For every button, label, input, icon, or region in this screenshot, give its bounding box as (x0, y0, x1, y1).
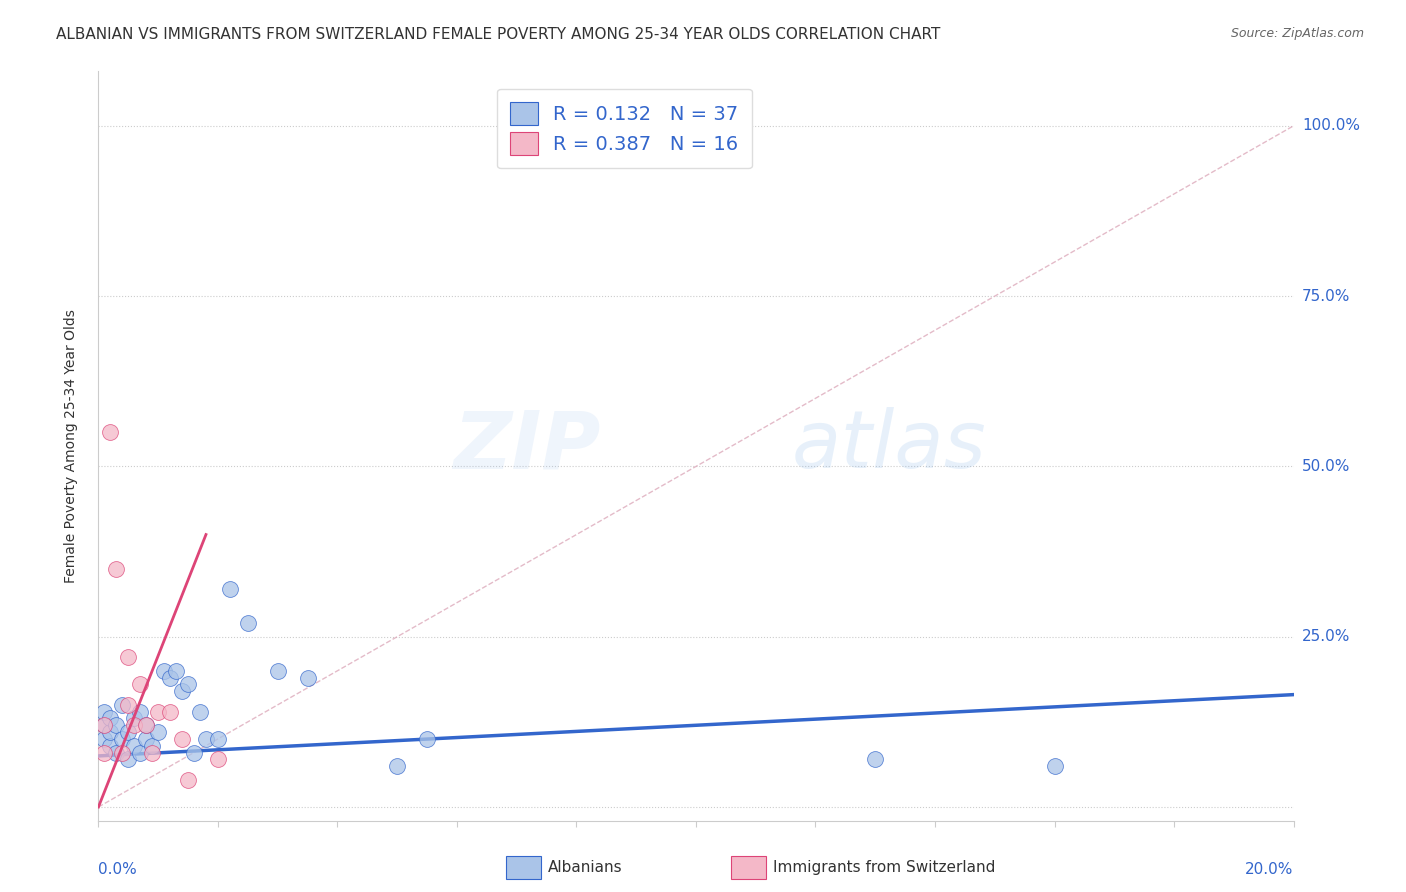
Point (177, 677, 200, 691)
Point (159, 671, 181, 685)
Text: Immigrants from Switzerland: Immigrants from Switzerland (773, 860, 995, 874)
Point (236, 616, 259, 631)
Point (93, 718, 115, 732)
Y-axis label: Female Poverty Among 25-34 Year Olds: Female Poverty Among 25-34 Year Olds (63, 309, 77, 583)
Legend: R = 0.132   N = 37, R = 0.387   N = 16: R = 0.132 N = 37, R = 0.387 N = 16 (496, 88, 752, 169)
Point (188, 705, 211, 719)
Point (207, 752, 229, 766)
Text: ALBANIAN VS IMMIGRANTS FROM SWITZERLAND FEMALE POVERTY AMONG 25-34 YEAR OLDS COR: ALBANIAN VS IMMIGRANTS FROM SWITZERLAND … (56, 27, 941, 42)
Text: Albanians: Albanians (548, 860, 623, 874)
Point (105, 746, 128, 760)
Point (124, 739, 146, 753)
Point (135, 718, 157, 732)
Point (416, 731, 439, 746)
Text: ZIP: ZIP (453, 407, 600, 485)
Point (93, 705, 115, 719)
Point (148, 725, 170, 739)
Text: 0.0%: 0.0% (98, 862, 138, 877)
Point (105, 718, 128, 732)
Point (111, 698, 134, 712)
Point (98, 425, 122, 440)
Point (105, 561, 128, 575)
Point (135, 718, 157, 732)
Point (219, 582, 242, 596)
Point (865, 752, 887, 766)
Point (124, 711, 146, 725)
Point (98, 725, 122, 739)
Point (1043, 759, 1066, 773)
Point (93, 746, 115, 760)
Point (148, 705, 170, 719)
Point (93, 718, 115, 732)
Point (117, 752, 139, 766)
Text: 50.0%: 50.0% (1302, 459, 1350, 474)
Point (177, 772, 200, 787)
Point (141, 739, 163, 753)
Point (129, 746, 152, 760)
Point (159, 705, 181, 719)
Point (117, 698, 139, 712)
Point (135, 731, 157, 746)
Point (207, 731, 229, 746)
Point (129, 705, 152, 719)
Point (183, 746, 205, 760)
Text: 20.0%: 20.0% (1246, 862, 1294, 877)
Point (297, 671, 319, 685)
Point (111, 731, 134, 746)
Point (98, 711, 122, 725)
Point (117, 725, 139, 739)
Text: 100.0%: 100.0% (1302, 119, 1360, 133)
Point (385, 759, 409, 773)
Text: atlas: atlas (792, 407, 987, 485)
Point (141, 746, 163, 760)
Text: 75.0%: 75.0% (1302, 289, 1350, 303)
Point (124, 718, 146, 732)
Point (117, 650, 139, 665)
Point (267, 664, 290, 678)
Point (111, 746, 134, 760)
Point (129, 677, 152, 691)
Point (172, 731, 194, 746)
Text: 25.0%: 25.0% (1302, 629, 1350, 644)
Text: Source: ZipAtlas.com: Source: ZipAtlas.com (1230, 27, 1364, 40)
Point (165, 664, 187, 678)
Point (98, 739, 122, 753)
Point (195, 731, 218, 746)
Point (172, 684, 194, 698)
Point (93, 731, 115, 746)
Point (153, 664, 176, 678)
